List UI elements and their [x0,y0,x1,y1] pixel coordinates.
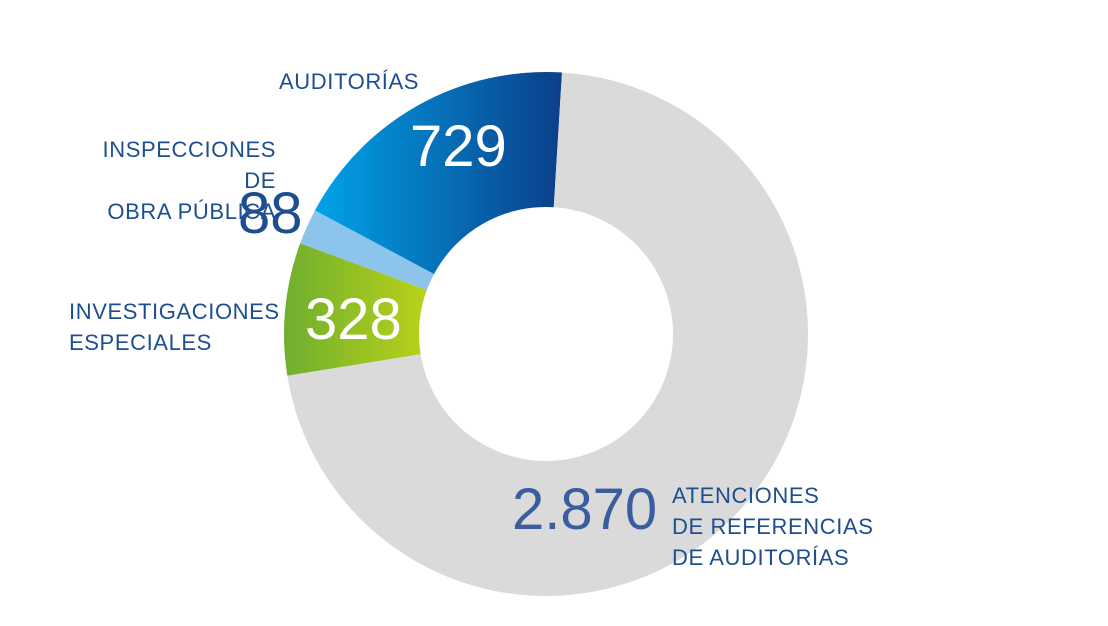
value-label-auditorias: 729 [410,114,507,179]
slice-auditorias [314,72,562,275]
value-label-atenciones-referencias: 2.870 [512,477,658,542]
category-label-auditorias: AUDITORÍAS [279,69,420,94]
value-label-investigaciones-especiales: 328 [305,287,402,352]
slice-investigaciones-especiales [284,243,427,376]
slice-inspecciones-obra-publica [300,210,435,291]
slice-atenciones-referencias [287,72,809,596]
value-label-inspecciones-obra-publica: 88 [238,181,303,246]
category-label-investigaciones-especiales: INVESTIGACIONES ESPECIALES [69,299,280,355]
category-label-atenciones-referencias: ATENCIONES DE REFERENCIAS DE AUDITORÍAS [672,483,874,570]
donut-slices [284,72,809,596]
category-label-inspecciones-obra-publica: INSPECCIONES DE OBRA PÚBLICA [102,137,276,224]
